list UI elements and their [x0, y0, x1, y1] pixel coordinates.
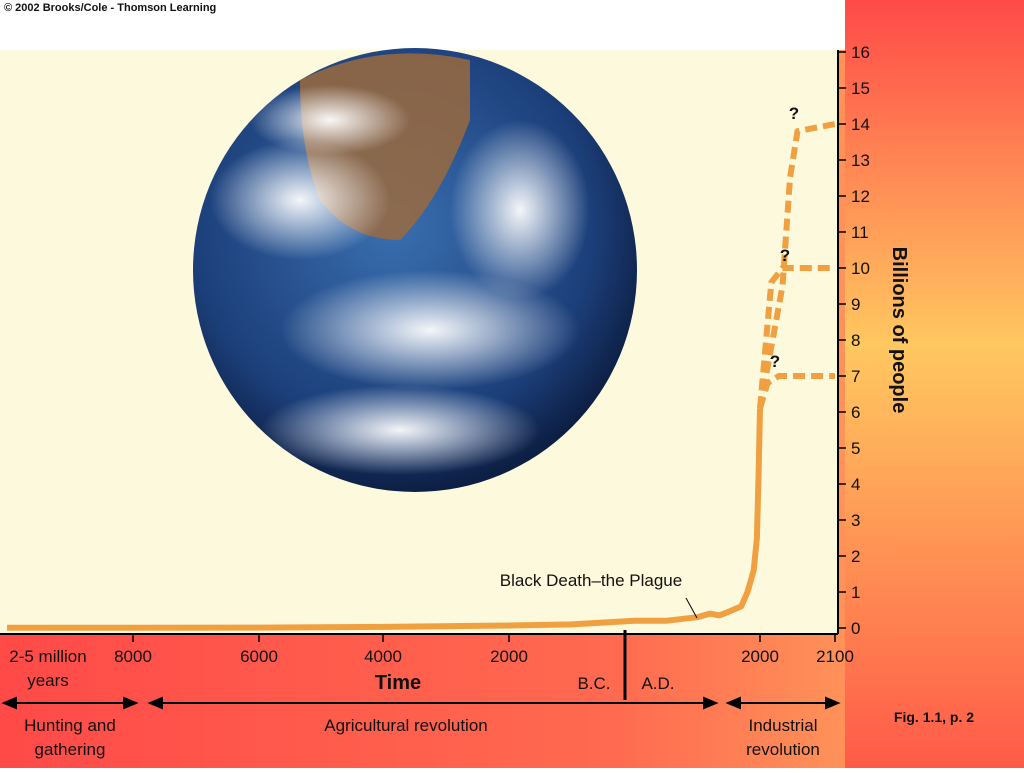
header-strip: [0, 0, 845, 50]
y-tick-label: 15: [851, 79, 870, 98]
y-tick-label: 2: [851, 547, 860, 566]
y-tick-label: 9: [851, 295, 860, 314]
text-line: years: [27, 671, 69, 690]
y-tick-label: 13: [851, 151, 870, 170]
y-tick-label: 10: [851, 259, 870, 278]
y-tick-label: 14: [851, 115, 870, 134]
x-axis-label: Time: [375, 672, 421, 694]
annotation: ?: [770, 352, 780, 371]
y-tick-label: 0: [851, 619, 860, 638]
y-tick-label: 1: [851, 583, 860, 602]
period-label: Hunting and gathering: [24, 716, 116, 759]
x-tick-label: 2000: [741, 647, 779, 666]
period-label: Agricultural revolution: [324, 716, 487, 735]
x-tick-label: 2000: [490, 647, 528, 666]
period-label: Industrial revolution: [746, 716, 820, 759]
annotation: ?: [789, 104, 799, 123]
side-panel: [845, 0, 1024, 768]
y-tick-label: 7: [851, 367, 860, 386]
text-line: revolution: [746, 740, 820, 759]
y-axis-label: Billions of people: [888, 247, 910, 414]
x-tick-label: 6000: [240, 647, 278, 666]
copyright: © 2002 Brooks/Cole - Thomson Learning: [4, 2, 216, 14]
annotation: ?: [780, 246, 790, 265]
figure-ref: Fig. 1.1, p. 2: [894, 709, 974, 725]
y-tick-label: 11: [851, 223, 869, 242]
text-line: Agricultural revolution: [324, 716, 487, 735]
x-start-label: 2-5 million years: [9, 647, 86, 690]
text-line: 2-5 million: [9, 647, 86, 666]
text-line: Industrial: [749, 716, 818, 735]
annotation: Black Death–the Plague: [500, 571, 682, 590]
y-tick-label: 6: [851, 403, 860, 422]
period-arrows: [1, 696, 841, 710]
annotation-pointer: [685, 597, 698, 619]
y-tick-label: 16: [851, 43, 870, 62]
text-line: gathering: [35, 740, 106, 759]
y-tick-label: 8: [851, 331, 860, 350]
text-line: Hunting and: [24, 716, 116, 735]
era-before: B.C.: [577, 674, 610, 693]
era-after: A.D.: [641, 674, 674, 693]
y-tick-label: 4: [851, 475, 860, 494]
series-line: [7, 408, 763, 631]
series-line: [757, 121, 836, 409]
y-tick-label: 5: [851, 439, 860, 458]
x-tick-label: 8000: [114, 647, 152, 666]
series-line: [757, 265, 835, 409]
x-tick-label: 2100: [816, 647, 854, 666]
y-tick-label: 12: [851, 187, 870, 206]
earth-photo: [193, 48, 637, 492]
y-tick-label: 3: [851, 511, 860, 530]
x-tick-label: 4000: [364, 647, 402, 666]
